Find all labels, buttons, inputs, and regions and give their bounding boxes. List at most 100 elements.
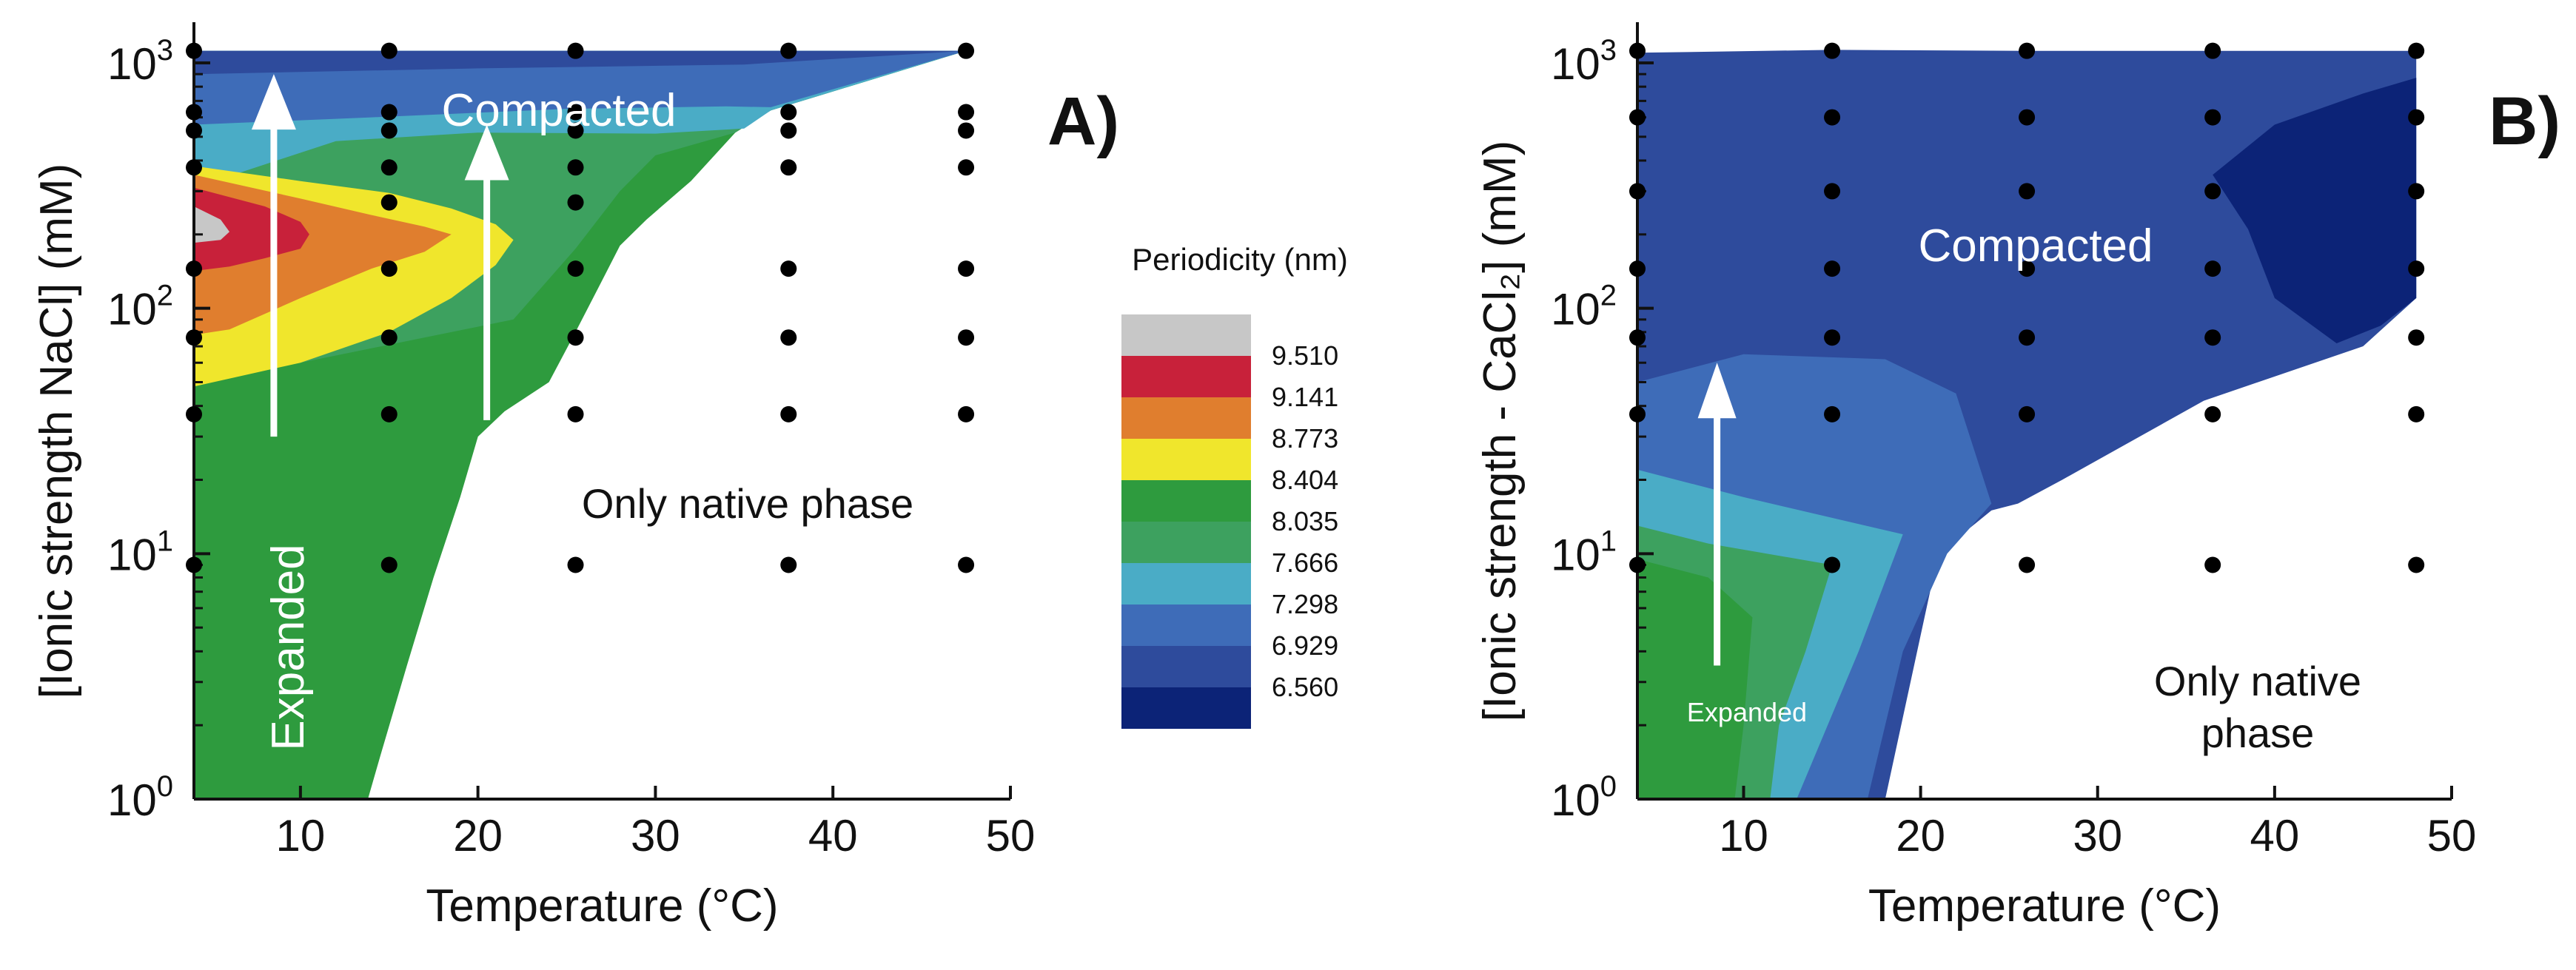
sample-point <box>2408 42 2425 59</box>
region-label-native-line1: Only native <box>2154 658 2361 704</box>
region-label-compacted: Compacted <box>441 85 676 136</box>
y-tick-label: 101 <box>1551 525 1617 579</box>
contour-region-6.560 <box>2213 78 2417 343</box>
sample-point <box>2204 556 2221 573</box>
sample-point <box>567 42 584 59</box>
x-tick-label: 30 <box>2073 811 2122 860</box>
sample-point <box>2408 183 2425 200</box>
arrow-head <box>1697 363 1737 419</box>
region-label-expanded: Expanded <box>1687 697 1807 727</box>
legend-tick-label: 9.141 <box>1272 382 1338 412</box>
sample-point <box>567 405 584 422</box>
arrow-head <box>464 124 509 181</box>
legend-swatch <box>1121 646 1251 687</box>
legend-tick-label: 9.510 <box>1272 340 1338 371</box>
sample-point <box>780 122 797 139</box>
transition-arrow <box>1697 363 1737 666</box>
sample-point <box>186 122 202 139</box>
sample-point <box>1824 109 1841 126</box>
sample-point <box>780 104 797 121</box>
sample-point <box>567 329 584 346</box>
sample-point <box>186 159 202 176</box>
region-label-native-line2: phase <box>2201 710 2315 756</box>
sample-point <box>2408 109 2425 126</box>
y-tick-label: 103 <box>1551 34 1617 89</box>
x-tick-label: 50 <box>986 811 1036 860</box>
sample-point <box>2204 329 2221 346</box>
x-axis-title: Temperature (°C) <box>1868 880 2221 932</box>
sample-point <box>567 159 584 176</box>
sample-point <box>1824 183 1841 200</box>
sample-point <box>1629 183 1646 200</box>
transition-arrow <box>251 74 296 437</box>
sample-point <box>958 104 975 121</box>
sample-point <box>958 405 975 422</box>
legend-swatch <box>1121 563 1251 604</box>
region-label-compacted: Compacted <box>1918 220 2153 272</box>
y-tick-label: 103 <box>107 34 173 89</box>
sample-point <box>2204 405 2221 422</box>
sample-point <box>1629 405 1646 422</box>
sample-point <box>380 104 398 121</box>
sample-point <box>380 260 398 277</box>
sample-point <box>780 159 797 176</box>
sample-point <box>380 122 398 139</box>
sample-point <box>567 556 584 573</box>
sample-point <box>1629 260 1646 277</box>
sample-point <box>2408 329 2425 346</box>
sample-point <box>780 556 797 573</box>
sample-point <box>380 405 398 422</box>
legend-swatch <box>1121 356 1251 397</box>
sample-point <box>958 159 975 176</box>
sample-point <box>186 329 202 346</box>
sample-point <box>958 260 975 277</box>
arrow-head <box>251 74 296 130</box>
sample-point <box>780 260 797 277</box>
y-axis-title: [Ionic strength - CaCl₂] (mM) <box>1475 141 1526 721</box>
sample-point <box>1824 556 1841 573</box>
sample-point <box>380 556 398 573</box>
region-label-expanded: Expanded <box>263 544 314 750</box>
sample-point <box>1824 42 1841 59</box>
sample-point <box>2204 109 2221 126</box>
contour-region-8.404 <box>1637 559 1753 799</box>
legend-tick-label: 6.560 <box>1272 672 1338 702</box>
sample-point <box>2408 405 2425 422</box>
legend-tick-label: 8.404 <box>1272 465 1338 495</box>
sample-point <box>1629 556 1646 573</box>
sample-point <box>2019 405 2036 422</box>
sample-point <box>186 260 202 277</box>
sample-point <box>780 405 797 422</box>
panel-tag: B) <box>2489 84 2560 159</box>
region-label-native: Only native phase <box>582 480 913 527</box>
sample-point <box>380 159 398 176</box>
legend-tick-label: 8.035 <box>1272 506 1338 536</box>
sample-point <box>567 260 584 277</box>
panel-tag: A) <box>1047 84 1119 159</box>
legend-swatch <box>1121 439 1251 480</box>
x-tick-label: 30 <box>631 811 680 860</box>
x-tick-label: 10 <box>1719 811 1768 860</box>
contour-region-9.510 <box>194 187 309 272</box>
x-axis-title: Temperature (°C) <box>426 880 778 932</box>
sample-point <box>2019 260 2036 277</box>
sample-point <box>2019 109 2036 126</box>
legend-tick-label: 7.298 <box>1272 589 1338 619</box>
sample-point <box>780 329 797 346</box>
sample-point <box>186 42 202 59</box>
legend-tick-label: 6.929 <box>1272 630 1338 661</box>
sample-point <box>1824 260 1841 277</box>
y-tick-label: 101 <box>107 525 173 579</box>
sample-point <box>1629 109 1646 126</box>
x-tick-label: 50 <box>2427 811 2477 860</box>
sample-point <box>2019 42 2036 59</box>
sample-point <box>567 194 584 211</box>
y-tick-label: 100 <box>107 770 173 825</box>
legend-swatch <box>1121 522 1251 563</box>
sample-point <box>380 329 398 346</box>
y-tick-label: 100 <box>1551 770 1617 825</box>
legend-swatch <box>1121 604 1251 646</box>
sample-point <box>1629 42 1646 59</box>
sample-point <box>186 104 202 121</box>
sample-point <box>380 194 398 211</box>
